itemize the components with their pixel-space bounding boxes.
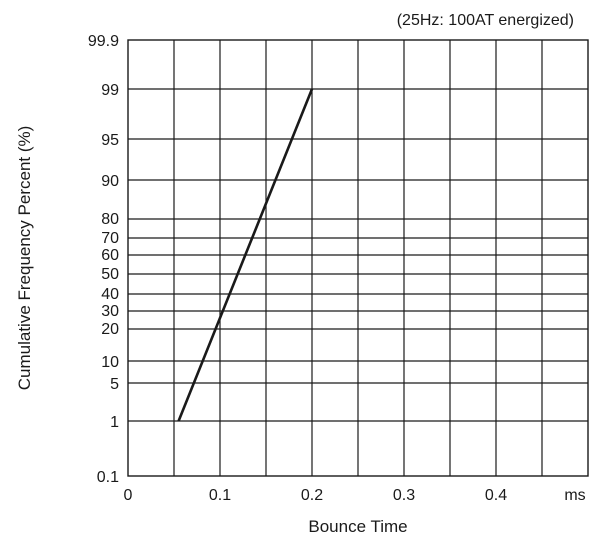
y-tick-label: 1 xyxy=(110,414,119,431)
y-tick-label: 20 xyxy=(101,321,119,338)
x-tick-label: 0.4 xyxy=(485,487,507,504)
x-tick-label: 0 xyxy=(124,487,133,504)
y-tick-label: 50 xyxy=(101,266,119,283)
y-tick-label: 99.9 xyxy=(88,33,119,50)
x-tick-label: 0.2 xyxy=(301,487,323,504)
y-tick-label: 0.1 xyxy=(97,469,119,486)
y-tick-label: 10 xyxy=(101,354,119,371)
y-tick-label: 30 xyxy=(101,303,119,320)
plot-frame xyxy=(127,39,589,477)
y-axis-title: Cumulative Frequency Percent (%) xyxy=(15,126,34,391)
x-tick-label: 0.3 xyxy=(393,487,415,504)
x-tick-labels: 0 0.1 0.2 0.3 0.4 xyxy=(124,487,508,504)
x-tick-label: 0.1 xyxy=(209,487,231,504)
y-tick-label: 99 xyxy=(101,82,119,99)
y-tick-label: 70 xyxy=(101,230,119,247)
y-tick-label: 90 xyxy=(101,173,119,190)
y-tick-label: 60 xyxy=(101,247,119,264)
y-tick-label: 5 xyxy=(110,376,119,393)
y-tick-label: 80 xyxy=(101,211,119,228)
x-unit-label: ms xyxy=(564,487,585,504)
y-tick-label: 95 xyxy=(101,132,119,149)
x-axis-title: Bounce Time xyxy=(308,517,407,536)
chart-subtitle: (25Hz: 100AT energized) xyxy=(397,12,574,29)
y-tick-label: 40 xyxy=(101,286,119,303)
series-line xyxy=(177,88,314,422)
grid xyxy=(128,40,588,476)
series-layer xyxy=(177,88,314,422)
